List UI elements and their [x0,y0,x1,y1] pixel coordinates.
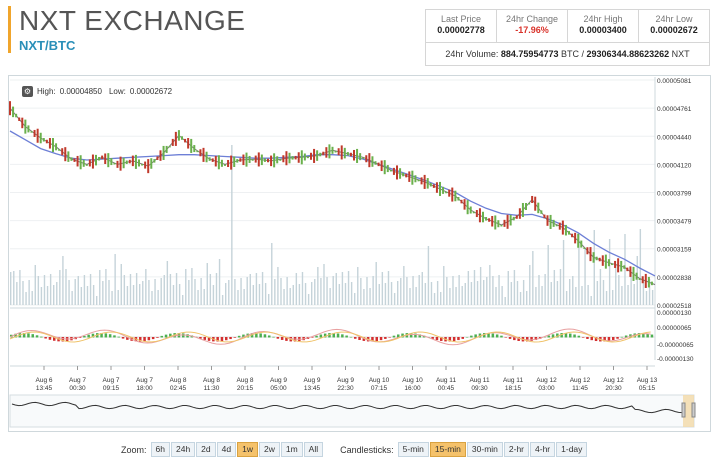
stat-24hr-change: 24hr Change -17.96% [497,10,568,42]
candlestick-buttons: 5-min 15-min 30-min 2-hr 4-hr 1-day [397,442,589,457]
high-low-legend: ⚙ High: 0.00004850 Low: 0.00002672 [22,86,173,97]
zoom-button-2d[interactable]: 2d [196,442,216,457]
stat-24hr-high: 24hr High 0.00003400 [568,10,639,42]
low-value: 0.00002672 [650,25,698,35]
stat-24hr-low: 24hr Low 0.00002672 [639,10,709,42]
candlesticks-label: Candlesticks: [340,444,394,455]
zoom-button-1w[interactable]: 1w [237,442,258,457]
zoom-button-24h[interactable]: 24h [170,442,196,457]
candles-button-4-hr[interactable]: 4-hr [530,442,556,457]
title-block: NXT EXCHANGE NXT/BTC [8,6,245,53]
zoom-button-4d[interactable]: 4d [216,442,237,457]
zoom-label: Zoom: [121,444,147,455]
chart-controls: Zoom: 6h 24h 2d 4d 1w 2w 1m All Candlesticks: 5… [0,442,719,457]
zoom-button-2w[interactable]: 2w [258,442,280,457]
candles-button-1-day[interactable]: 1-day [556,442,588,457]
candles-button-30-min[interactable]: 30-min [466,442,503,457]
candles-button-5-min[interactable]: 5-min [397,442,429,457]
volume-line: 24hr Volume: 884.75954773 BTC / 29306344… [445,49,690,59]
zoom-button-6h[interactable]: 6h [150,442,170,457]
stats-panel: Last Price 0.00002778 24hr Change -17.96… [425,9,710,66]
gear-icon[interactable]: ⚙ [22,86,33,97]
low-legend-value: 0.00002672 [129,87,173,96]
chart-container[interactable] [8,75,711,432]
high-legend-value: 0.00004850 [59,87,102,96]
candles-button-15-min[interactable]: 15-min [429,442,466,457]
app-title: NXT EXCHANGE [19,5,246,36]
high-value: 0.00003400 [579,25,627,35]
zoom-button-all[interactable]: All [303,442,324,457]
change-value: -17.96% [515,25,549,35]
zoom-button-1m[interactable]: 1m [280,442,303,457]
zoom-buttons: 6h 24h 2d 4d 1w 2w 1m All [150,442,325,457]
market-pair: NXT/BTC [19,38,76,53]
candles-button-2-hr[interactable]: 2-hr [503,442,530,457]
last-price-value: 0.00002778 [437,25,485,35]
stat-last-price: Last Price 0.00002778 [426,10,497,42]
